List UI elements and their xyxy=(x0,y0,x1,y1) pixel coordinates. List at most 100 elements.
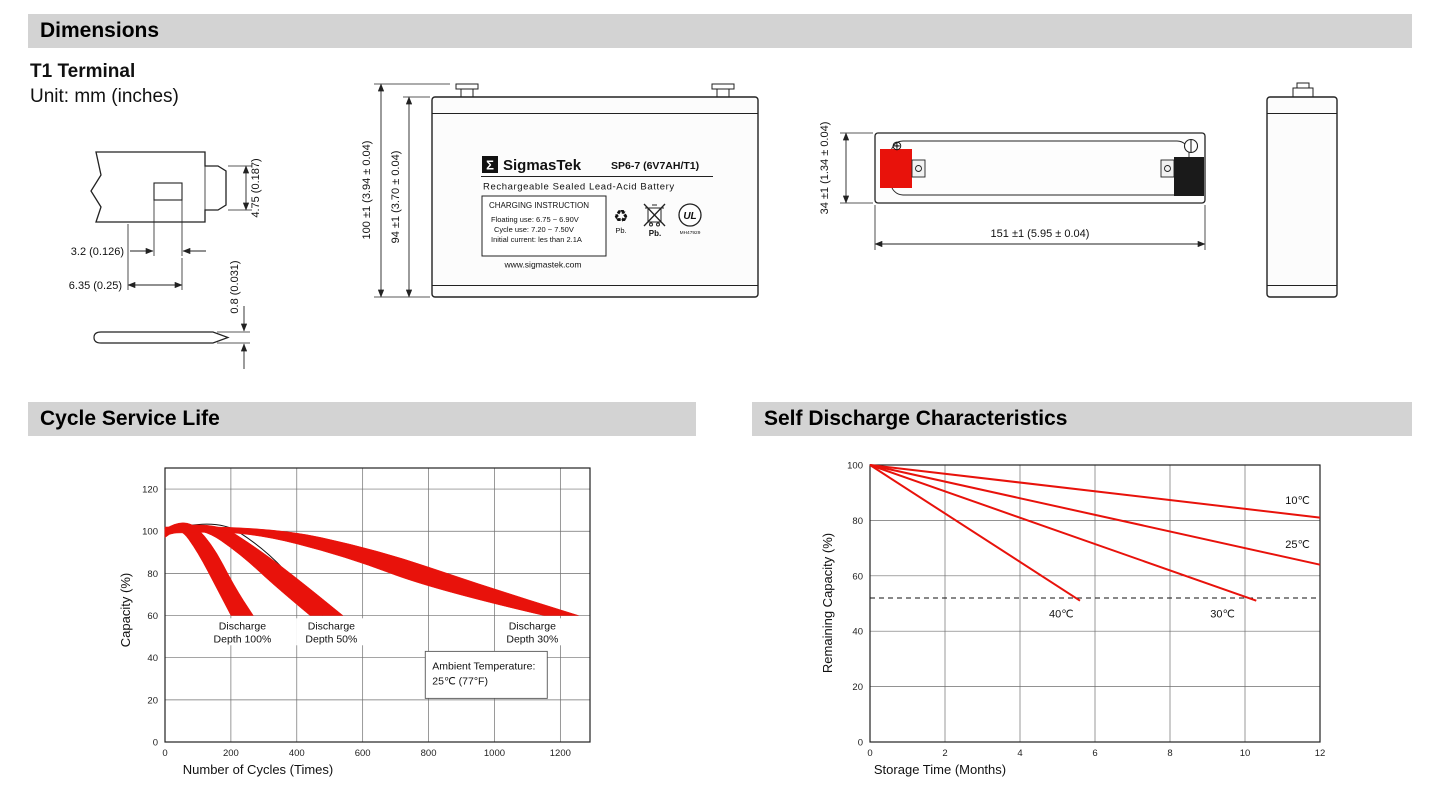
recycle-pb-icon: ♻ xyxy=(613,207,628,226)
y-tick-label: 0 xyxy=(153,738,158,749)
self-discharge-plot-area: 0 20 40 60 80 100 0 2 4 6 8 10 12 10℃ 25℃ 30℃ 40℃ xyxy=(847,461,1325,760)
plot-border xyxy=(869,464,1321,743)
website-url: www.sigmastek.com xyxy=(504,260,582,270)
ul-file-number: MH47929 xyxy=(680,230,701,236)
ambient-note-box xyxy=(424,650,548,699)
discharge-line xyxy=(869,464,1321,566)
x-tick-label: 0 xyxy=(162,748,167,759)
battery-case-top xyxy=(874,132,1206,204)
band-label: Depth 50% xyxy=(305,633,357,645)
dim-case-height: 94 ±1 (3.70 ± 0.04) xyxy=(390,151,402,244)
dim-overall-height: 100 ±1 (3.94 ± 0.04) xyxy=(361,141,373,240)
y-tick-label: 100 xyxy=(142,527,158,538)
ambient-note-line: Ambient Temperature: xyxy=(432,660,535,672)
cycle-chart-xlabel: Number of Cycles (Times) xyxy=(183,762,333,777)
self-discharge-chart: 0 20 40 60 80 100 0 2 4 6 8 10 12 10℃ 25℃ 30℃ 40℃ Remain… xyxy=(820,461,1325,778)
temperature-label: 30℃ xyxy=(1210,608,1235,620)
temperature-label: 10℃ xyxy=(1285,495,1310,507)
self-discharge-ylabel: Remaining Capacity (%) xyxy=(820,533,835,673)
positive-terminal-icon: ⊕ xyxy=(892,138,903,153)
section-header-self-discharge: Self Discharge Characteristics xyxy=(752,402,1412,436)
terminal-detail-drawing xyxy=(90,151,252,369)
x-tick-label: 4 xyxy=(1017,748,1022,759)
negative-terminal-icon xyxy=(1183,138,1199,154)
discharge-line xyxy=(869,464,1081,602)
x-tick-label: 800 xyxy=(421,748,437,759)
y-tick-label: 100 xyxy=(847,461,863,472)
band-label-bg xyxy=(207,618,278,646)
section-header-cycle-life: Cycle Service Life xyxy=(28,402,696,436)
terminal-edge-profile xyxy=(93,331,230,344)
ul-mark-icon xyxy=(678,203,702,227)
x-tick-label: 10 xyxy=(1240,748,1251,759)
discharge-band xyxy=(164,524,344,616)
cycle-chart-ylabel: Capacity (%) xyxy=(118,573,133,647)
y-tick-label: 60 xyxy=(147,611,158,622)
temperature-label: 25℃ xyxy=(1285,539,1310,551)
plot-border xyxy=(164,467,591,743)
recycle-pb-label: Pb. xyxy=(615,226,626,235)
band-label: Depth 100% xyxy=(214,633,272,645)
terminal-type-label: T1 Terminal xyxy=(30,61,136,82)
y-tick-label: 80 xyxy=(852,516,863,527)
discharge-line xyxy=(869,464,1321,519)
brand-name: SigmasTek xyxy=(503,157,582,174)
bin-pb-label: Pb. xyxy=(649,229,661,238)
dim-hole: 3.2 (0.126) xyxy=(71,246,124,258)
y-tick-label: 60 xyxy=(852,571,863,582)
x-tick-label: 600 xyxy=(355,748,371,759)
band-label: Discharge xyxy=(509,620,556,632)
section-header-dimensions: Dimensions xyxy=(28,14,1412,48)
battery-type-line: Rechargeable Sealed Lead-Acid Battery xyxy=(483,182,675,193)
charging-floating-line: Floating use: 6.75 ~ 6.90V xyxy=(491,215,579,224)
y-tick-label: 20 xyxy=(147,695,158,706)
charging-instruction-title: CHARGING INSTRUCTION xyxy=(489,201,589,210)
section-title-self-discharge: Self Discharge Characteristics xyxy=(764,407,1068,430)
x-tick-label: 8 xyxy=(1167,748,1172,759)
brand-logo-box xyxy=(482,156,498,173)
terminal-hole xyxy=(153,182,183,201)
charging-instruction-box xyxy=(481,195,607,257)
dim-case-width: 34 ±1 (1.34 ± 0.04) xyxy=(819,122,831,215)
y-tick-label: 40 xyxy=(852,627,863,638)
band-label: Discharge xyxy=(219,620,266,632)
dim-tab-width: 4.75 (0.187) xyxy=(250,158,262,217)
negative-terminal-pad xyxy=(1174,157,1204,196)
dim-thickness: 0.8 (0.031) xyxy=(229,260,241,313)
section-title-dimensions: Dimensions xyxy=(40,19,160,42)
battery-top-labels: ⊕ 34 ±1 (1.34 ± 0.04) 151 ±1 (5.95 ± 0.0… xyxy=(819,122,1089,240)
discharge-band xyxy=(164,522,254,616)
unit-note: Unit: mm (inches) xyxy=(30,86,179,107)
dim-tab-length: 6.35 (0.25) xyxy=(69,280,122,292)
battery-front-view xyxy=(374,83,759,298)
x-tick-label: 400 xyxy=(289,748,305,759)
band-label-bg xyxy=(296,618,367,646)
positive-terminal-pad xyxy=(880,149,912,188)
x-tick-label: 2 xyxy=(942,748,947,759)
band-label: Discharge xyxy=(308,620,355,632)
x-tick-label: 0 xyxy=(867,748,872,759)
dimension-drawings: 4.75 (0.187) 3.2 (0.126) 6.35 (0.25) 0.8… xyxy=(69,82,1338,369)
y-tick-label: 20 xyxy=(852,682,863,693)
battery-front-labels: Σ SigmasTek SP6-7 (6V7AH/T1) Rechargeabl… xyxy=(361,141,701,270)
battery-top-view xyxy=(840,132,1206,250)
no-trash-pb-icon xyxy=(643,203,666,227)
self-discharge-xlabel: Storage Time (Months) xyxy=(874,762,1006,777)
x-tick-label: 6 xyxy=(1092,748,1097,759)
ambient-note-line: 25℃ (77°F) xyxy=(432,675,488,687)
band-label: Depth 30% xyxy=(506,633,558,645)
x-tick-label: 1200 xyxy=(550,748,571,759)
charging-cycle-line: Cycle use: 7.20 ~ 7.50V xyxy=(494,225,574,234)
discharge-line xyxy=(869,464,1257,602)
temperature-label: 40℃ xyxy=(1049,608,1074,620)
discharge-band xyxy=(164,526,579,616)
y-tick-label: 120 xyxy=(142,485,158,496)
band-label-bg xyxy=(497,618,568,646)
x-tick-label: 200 xyxy=(223,748,239,759)
terminal-detail-dimension-labels: 4.75 (0.187) 3.2 (0.126) 6.35 (0.25) 0.8… xyxy=(69,158,262,313)
section-title-cycle-life: Cycle Service Life xyxy=(40,407,220,430)
battery-case-side xyxy=(1266,96,1338,298)
